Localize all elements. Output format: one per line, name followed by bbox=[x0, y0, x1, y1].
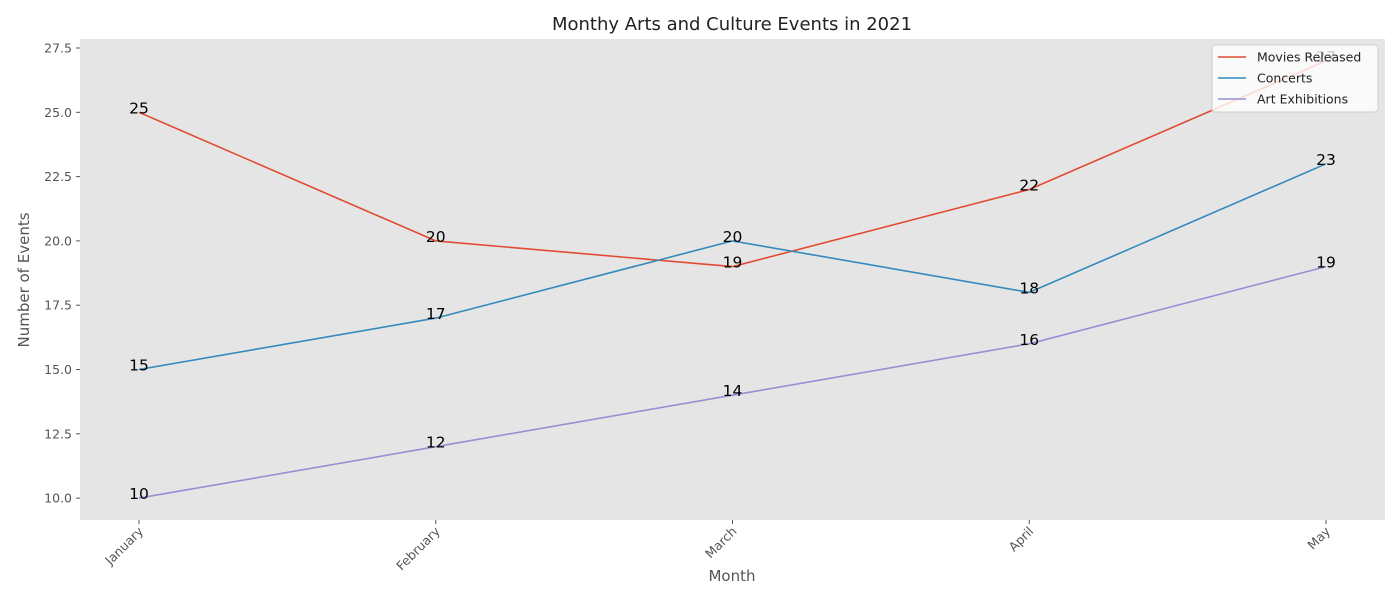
data-label: 10 bbox=[129, 485, 149, 503]
x-tick-label: May bbox=[1304, 523, 1333, 552]
chart-title: Monthy Arts and Culture Events in 2021 bbox=[552, 14, 912, 35]
data-label: 12 bbox=[426, 434, 446, 452]
data-label: 18 bbox=[1019, 279, 1039, 297]
y-tick-label: 20.0 bbox=[44, 233, 72, 248]
data-label: 25 bbox=[129, 99, 149, 117]
y-tick-label: 17.5 bbox=[44, 298, 72, 313]
data-label: 23 bbox=[1316, 151, 1336, 169]
data-label: 16 bbox=[1019, 331, 1039, 349]
y-tick-label: 12.5 bbox=[44, 426, 72, 441]
legend: Movies Released Concerts Art Exhibitions bbox=[1211, 44, 1379, 113]
y-axis-label: Number of Events bbox=[15, 212, 33, 347]
x-tick-label: February bbox=[393, 523, 443, 573]
legend-label: Movies Released bbox=[1257, 50, 1361, 65]
y-tick-label: 15.0 bbox=[44, 362, 72, 377]
data-label: 19 bbox=[723, 254, 743, 272]
y-tick-label: 22.5 bbox=[44, 169, 72, 184]
x-axis-ticks: January February March April May bbox=[101, 520, 1334, 573]
legend-label: Concerts bbox=[1257, 71, 1312, 86]
series-lines bbox=[138, 60, 1327, 499]
series-line-1 bbox=[138, 163, 1327, 371]
x-tick-label: March bbox=[702, 524, 740, 562]
y-tick-label: 25.0 bbox=[44, 105, 72, 120]
x-tick-label: April bbox=[1006, 524, 1037, 555]
y-axis-ticks: 10.0 12.5 15.0 17.5 20.0 22.5 25.0 27.5 bbox=[44, 41, 80, 506]
series-line-2 bbox=[138, 265, 1327, 499]
data-label: 17 bbox=[426, 305, 446, 323]
data-label: 20 bbox=[723, 228, 743, 246]
legend-label: Art Exhibitions bbox=[1257, 92, 1348, 107]
x-axis-label: Month bbox=[708, 567, 755, 585]
y-tick-label: 27.5 bbox=[44, 41, 72, 56]
data-label: 20 bbox=[426, 228, 446, 246]
plot-background bbox=[80, 39, 1385, 520]
y-tick-label: 10.0 bbox=[44, 491, 72, 506]
series-line-0 bbox=[138, 60, 1327, 268]
x-tick-label: January bbox=[101, 523, 146, 568]
data-label: 19 bbox=[1316, 254, 1336, 272]
data-label: 14 bbox=[723, 382, 743, 400]
legend-box bbox=[1211, 44, 1379, 113]
data-label: 15 bbox=[129, 357, 149, 375]
data-label: 22 bbox=[1019, 176, 1039, 194]
